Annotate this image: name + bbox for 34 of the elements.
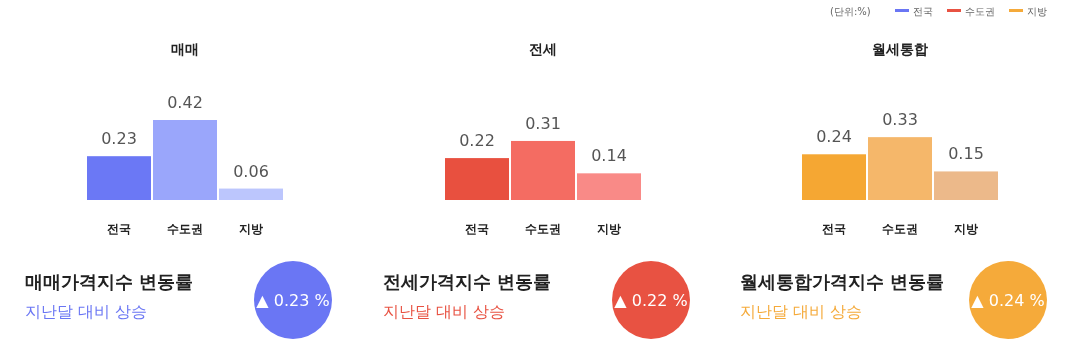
x-tick-label: 지방 (597, 222, 621, 236)
text: 월세통합가격지수 변동률 (740, 271, 945, 292)
x-tick-label: 수도권 (882, 222, 918, 236)
chart-title: 매매 (171, 41, 199, 57)
text: ▲ 0.22 % (614, 291, 688, 310)
chart-title: 전세 (529, 41, 557, 57)
chart-title: 월세통합 (872, 41, 928, 57)
x-tick-label: 지방 (954, 222, 978, 236)
data-label: 0.15 (948, 144, 984, 164)
data-label: 0.33 (882, 110, 918, 130)
data-label: 0.42 (167, 93, 203, 112)
data-label: 0.31 (525, 113, 561, 133)
text: ▲ 0.24 % (971, 291, 1045, 310)
text: ▲ 0.23 % (256, 291, 330, 310)
x-tick-label: 전국 (822, 222, 846, 236)
text: 지난달 대비 상승 (383, 302, 506, 321)
x-tick-label: 수도권 (525, 222, 561, 236)
x-tick-label: 전국 (465, 222, 489, 236)
data-label: 0.14 (591, 146, 627, 166)
data-label: 0.06 (233, 161, 269, 181)
text: 전세가격지수 변동률 (383, 271, 552, 292)
x-tick-label: 전국 (107, 222, 131, 236)
text: 전국 (913, 6, 933, 17)
text: 지방 (1027, 6, 1047, 17)
data-label: 0.24 (816, 127, 852, 147)
x-tick-label: 지방 (239, 222, 263, 236)
x-tick-label: 수도권 (167, 222, 203, 236)
text: (단위:%) (830, 6, 871, 17)
data-label: 0.22 (459, 131, 495, 151)
data-label: 0.23 (101, 129, 137, 149)
text: 수도권 (965, 6, 995, 17)
text: 지난달 대비 상승 (25, 302, 148, 321)
text: 매매가격지수 변동률 (25, 271, 194, 292)
text: 지난달 대비 상승 (740, 302, 863, 321)
